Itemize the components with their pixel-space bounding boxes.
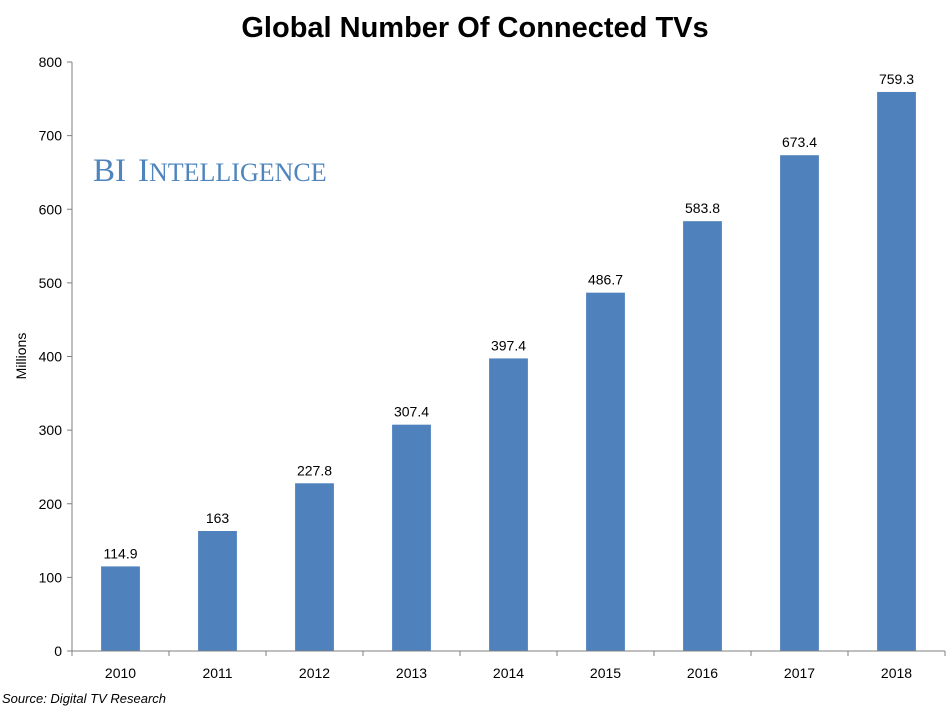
y-axis-ticks: 0 100 200 300 400 500 600 700 800 bbox=[39, 54, 72, 659]
y-tick-label: 700 bbox=[39, 128, 63, 144]
bar-2015 bbox=[586, 292, 625, 651]
bar-2012 bbox=[295, 483, 334, 651]
bar-2010 bbox=[101, 566, 140, 651]
bar-2018 bbox=[877, 91, 916, 651]
x-tick-label-2015: 2015 bbox=[590, 665, 621, 681]
x-tick-label-2012: 2012 bbox=[299, 665, 330, 681]
y-tick-label: 200 bbox=[39, 496, 63, 512]
data-label-2015: 486.7 bbox=[588, 272, 623, 288]
data-label-2012: 227.8 bbox=[297, 462, 332, 478]
chart-title: Global Number Of Connected TVs bbox=[241, 12, 708, 44]
data-label-2014: 397.4 bbox=[491, 337, 526, 353]
x-tick-label-2011: 2011 bbox=[202, 665, 232, 681]
bar-2016 bbox=[683, 221, 722, 651]
y-tick-label: 300 bbox=[39, 422, 63, 438]
bar-2011 bbox=[198, 530, 237, 651]
data-label-2018: 759.3 bbox=[879, 71, 914, 87]
y-tick-label: 0 bbox=[54, 643, 62, 659]
x-axis-ticks: 2010 2011 2012 2013 2014 2015 2016 2017 2018 bbox=[71, 651, 946, 681]
bi-intelligence-watermark: BI INTELLIGENCE bbox=[93, 153, 327, 189]
x-tick-label-2016: 2016 bbox=[687, 665, 718, 681]
data-labels: 114.9 163 227.8 307.4 397.4 486.7 583.8 673.4 75… bbox=[104, 71, 915, 561]
data-label-2011: 163 bbox=[206, 510, 230, 526]
y-tick-label: 600 bbox=[39, 201, 63, 217]
data-label-2017: 673.4 bbox=[782, 134, 817, 150]
y-tick-label: 800 bbox=[39, 54, 63, 70]
y-axis-label: Millions bbox=[13, 333, 29, 380]
x-tick-label-2014: 2014 bbox=[493, 665, 524, 681]
bars bbox=[101, 91, 916, 652]
x-tick-label-2017: 2017 bbox=[784, 665, 815, 681]
x-tick-label-2013: 2013 bbox=[396, 665, 427, 681]
source-note: Source: Digital TV Research bbox=[2, 691, 166, 706]
y-tick-label: 100 bbox=[39, 569, 63, 585]
bar-2017 bbox=[780, 155, 819, 652]
y-tick-label: 500 bbox=[39, 275, 63, 291]
x-tick-label-2018: 2018 bbox=[881, 665, 912, 681]
data-label-2010: 114.9 bbox=[104, 545, 138, 561]
bar-2014 bbox=[489, 358, 528, 651]
y-tick-label: 400 bbox=[39, 349, 63, 365]
x-tick-label-2010: 2010 bbox=[105, 665, 136, 681]
data-label-2013: 307.4 bbox=[394, 404, 429, 420]
data-label-2016: 583.8 bbox=[685, 200, 720, 216]
bar-2013 bbox=[392, 424, 431, 651]
